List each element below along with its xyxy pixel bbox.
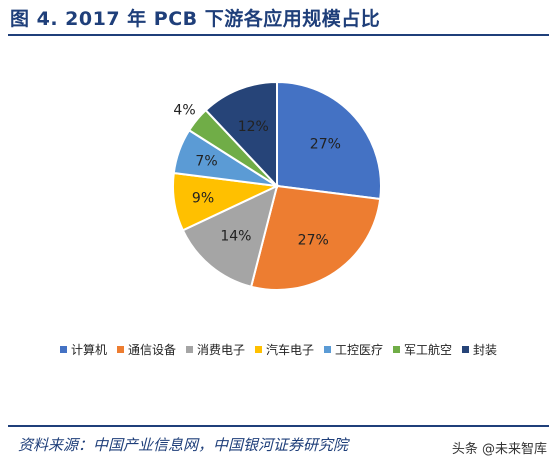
legend-item-4: 工控医疗 (324, 341, 383, 358)
legend-item-3: 汽车电子 (254, 341, 314, 358)
pie-label-2: 14% (220, 229, 251, 245)
chart-title: 图 4. 2017 年 PCB 下游各应用规模占比 (10, 8, 381, 30)
legend-item-5: 军工航空 (393, 341, 452, 358)
legend-swatch (254, 345, 262, 353)
pie-label-6: 12% (238, 119, 269, 135)
legend-label: 汽车电子 (265, 342, 314, 357)
legend-swatch (59, 345, 67, 353)
pie-label-5: 4% (173, 103, 195, 119)
legend-label: 工控医疗 (335, 342, 384, 357)
pie-slice-6 (204, 80, 278, 189)
chart-legend: 计算机 通信设备 消费电子 汽车电子 工控医疗 军工航空 封装 (0, 337, 557, 361)
legend-swatch (185, 345, 193, 353)
pie-slice-1 (249, 184, 382, 291)
pie-label-0: 27% (310, 136, 341, 152)
title-divider (8, 34, 549, 36)
pie-label-1: 27% (298, 232, 329, 248)
legend-item-6: 封装 (462, 341, 497, 358)
pie-slice-0 (276, 80, 382, 201)
legend-label: 消费电子 (196, 342, 245, 357)
pie-label-4: 7% (195, 154, 217, 170)
pie-chart-area: 27% 27% 14% 9% 7% 4% 12% (0, 40, 557, 325)
legend-swatch (324, 345, 331, 353)
source-note: 资料来源：中国产业信息网，中国银河证券研究院 (18, 436, 349, 454)
legend-swatch (462, 345, 470, 353)
legend-item-0: 计算机 (59, 341, 107, 358)
pie-chart: 27% 27% 14% 9% 7% 4% 12% (172, 80, 382, 291)
legend-label: 封装 (473, 342, 498, 357)
legend-label: 通信设备 (127, 342, 176, 357)
pie-label-3: 9% (192, 191, 214, 207)
pie-slice-2 (181, 184, 279, 288)
legend-item-1: 通信设备 (116, 341, 176, 358)
legend-item-2: 消费电子 (185, 341, 245, 358)
legend-label: 军工航空 (404, 342, 453, 357)
watermark: 头条 @未来智库 (451, 442, 547, 457)
legend-swatch (393, 345, 401, 353)
legend-label: 计算机 (70, 342, 107, 357)
legend-swatch (116, 345, 124, 353)
source-divider (8, 425, 549, 427)
